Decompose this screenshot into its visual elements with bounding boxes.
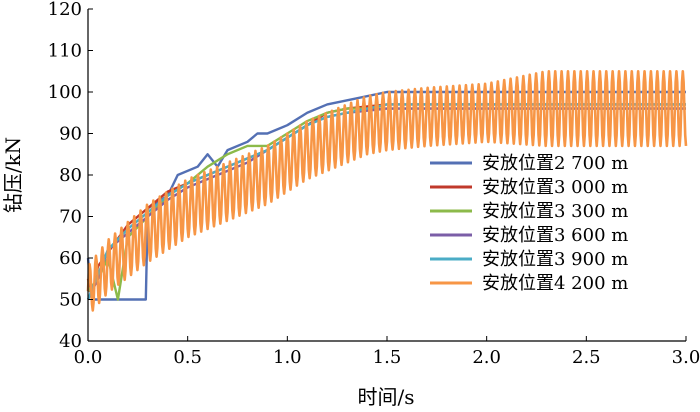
legend: 安放位置2 700 m 安放位置3 000 m 安放位置3 300 m 安放位置3 6… (424, 150, 680, 328)
legend-label-2: 安放位置3 000 m (482, 177, 628, 198)
y-tick-label: 60 (59, 248, 82, 269)
legend-label-4: 安放位置3 600 m (482, 225, 628, 246)
legend-background (424, 150, 680, 328)
y-tick-label: 90 (59, 124, 82, 145)
legend-label-5: 安放位置3 900 m (482, 249, 628, 270)
y-tick-label: 110 (48, 41, 82, 62)
axes-layer: 40 50 60 70 80 90 100 110 120 0.0 0.5 1.0 1.5 2.0 2.5 3… (48, 0, 700, 368)
x-tick-label: 0.0 (74, 347, 103, 368)
series-line-3 (87, 107, 686, 301)
y-axis-title: 钻压/kN (1, 137, 25, 213)
x-tick-label: 2.5 (572, 347, 601, 368)
series-layer (86, 69, 688, 312)
x-tick-label: 3.0 (672, 347, 700, 368)
x-tick-label: 1.0 (273, 347, 302, 368)
legend-label-3: 安放位置3 300 m (482, 201, 628, 222)
x-axis-title: 时间/s (357, 385, 414, 409)
legend-label-6: 安放位置4 200 m (482, 273, 628, 294)
x-tick-label: 0.5 (173, 347, 202, 368)
x-tick-label: 1.5 (373, 347, 402, 368)
x-tick-label: 2.0 (472, 347, 501, 368)
legend-label-1: 安放位置2 700 m (482, 153, 628, 174)
y-tick-label: 50 (59, 290, 82, 311)
y-tick-label: 120 (48, 0, 82, 20)
series-line-6 (86, 69, 688, 312)
y-tick-label: 70 (59, 207, 82, 228)
y-tick-label: 40 (59, 331, 82, 352)
y-tick-label: 80 (59, 165, 82, 186)
y-tick-label: 100 (48, 82, 82, 103)
